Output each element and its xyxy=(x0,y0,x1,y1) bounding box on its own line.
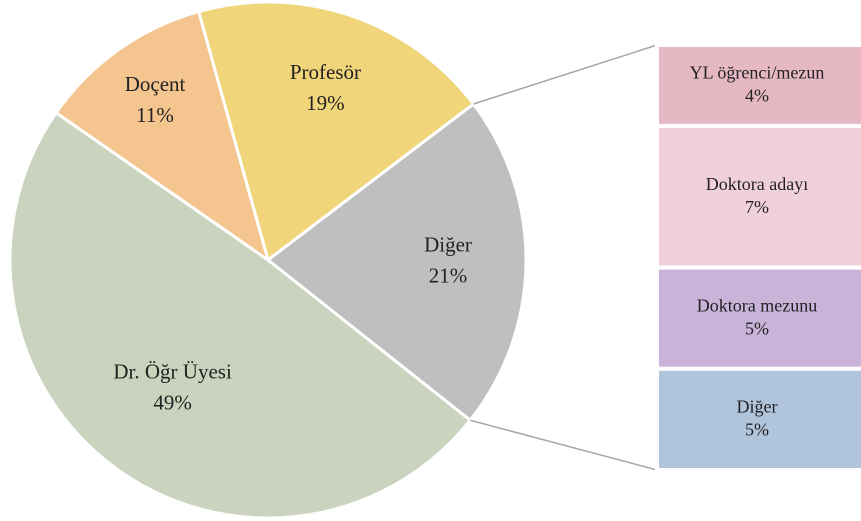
bar-label: Diğer xyxy=(737,397,778,417)
bar-value-label: 4% xyxy=(745,86,769,106)
bar-value-label: 5% xyxy=(745,420,769,440)
bar-segment xyxy=(655,366,861,472)
connector-line xyxy=(473,44,658,105)
slice-label: Doçent xyxy=(125,72,186,96)
bar-label: Doktora mezunu xyxy=(697,295,817,315)
bar-segment xyxy=(655,265,861,371)
slice-value-label: 19% xyxy=(306,91,345,115)
slice-value-label: 49% xyxy=(153,390,192,414)
slice-value-label: 11% xyxy=(136,103,174,127)
pie-slice xyxy=(8,110,473,520)
pie-slice xyxy=(265,101,528,423)
pie-slice xyxy=(54,9,271,264)
bar-value-label: 5% xyxy=(745,318,769,338)
connector-line xyxy=(469,419,658,471)
bar-label: Doktora adayı xyxy=(706,174,808,194)
bar-value-label: 7% xyxy=(745,197,769,217)
slice-label: Dr. Öğr Üyesi xyxy=(113,359,232,383)
slice-label: Diğer xyxy=(424,233,472,257)
slice-label: Profesör xyxy=(290,60,361,84)
slice-value-label: 21% xyxy=(429,264,468,288)
bar-label: YL öğrenci/mezun xyxy=(690,63,825,83)
pie-slice xyxy=(196,0,476,263)
bar-segment xyxy=(655,123,861,270)
